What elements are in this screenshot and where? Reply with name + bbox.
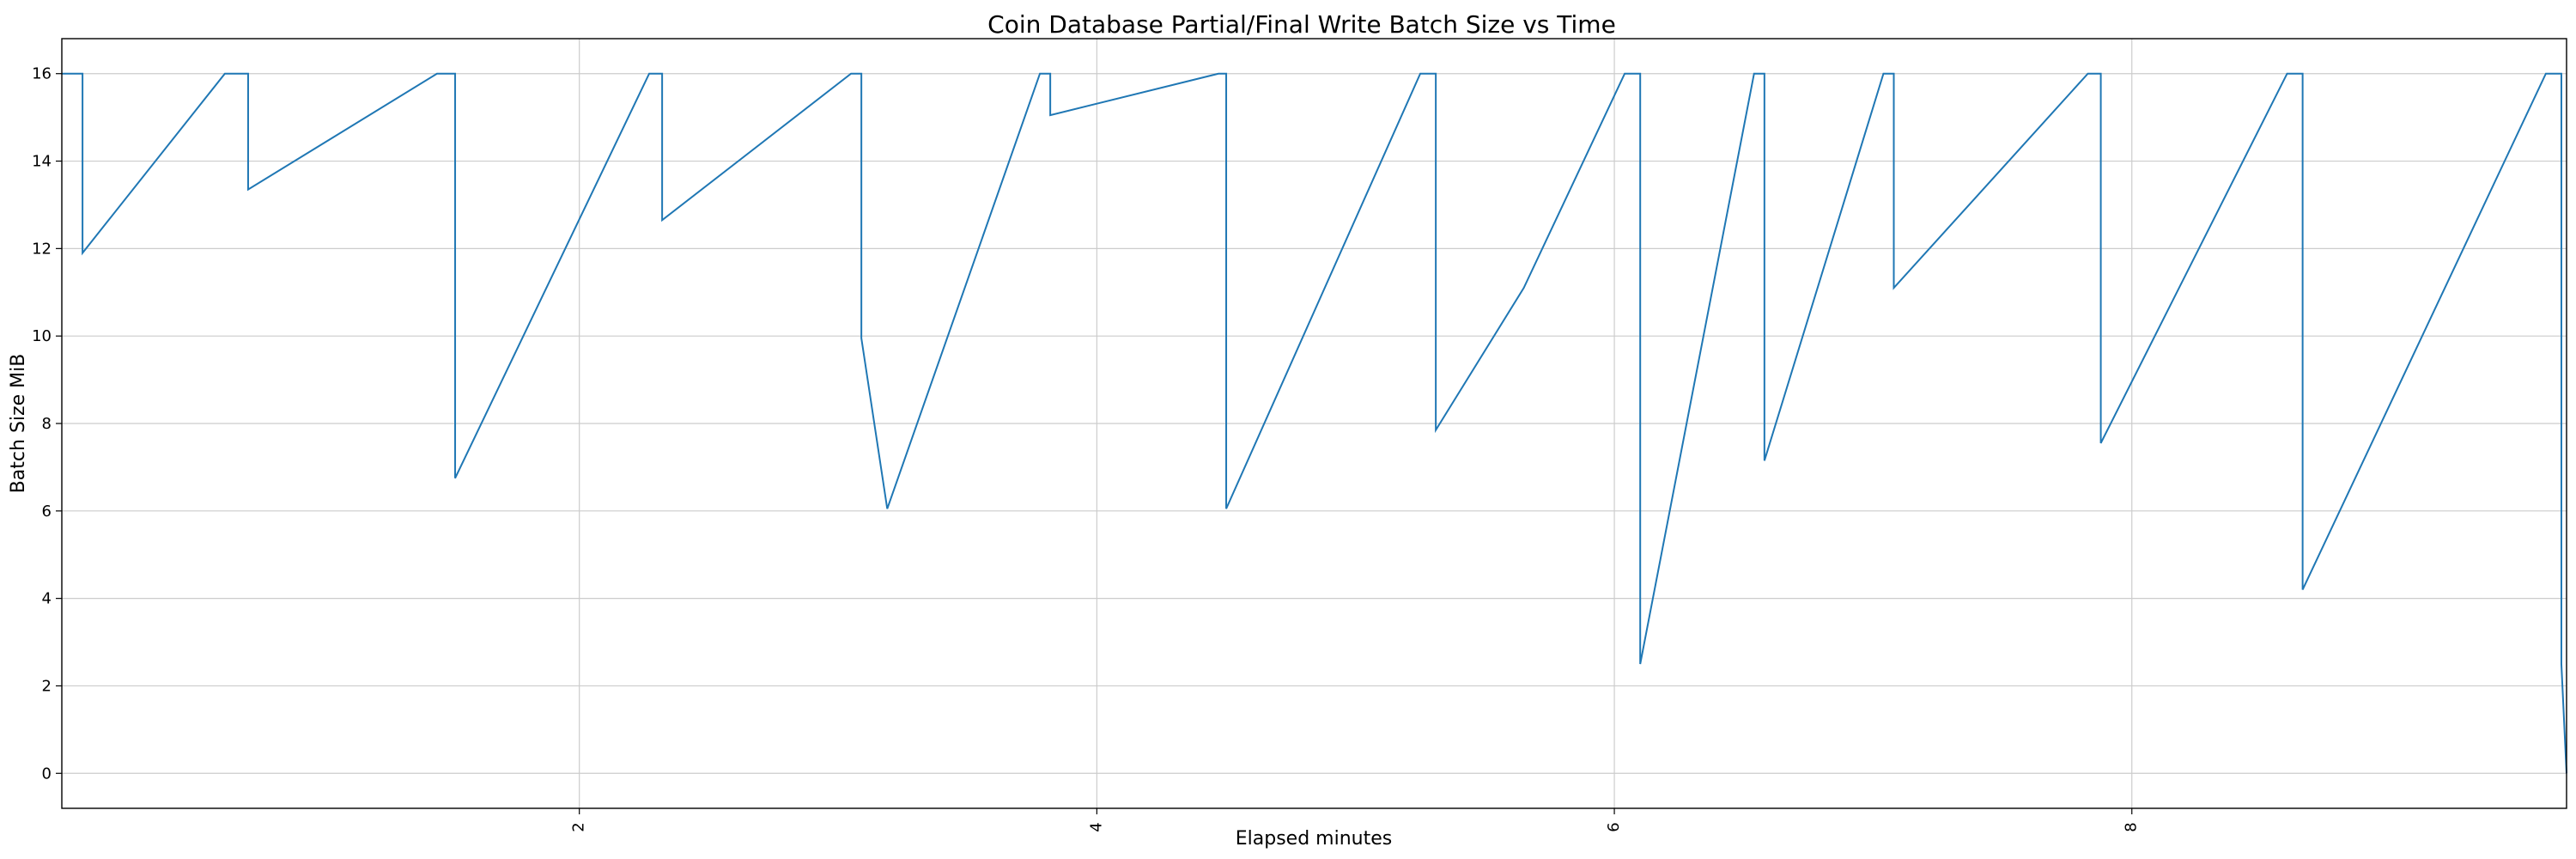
y-tick-label: 16 (32, 65, 52, 83)
y-tick-label: 14 (32, 153, 52, 171)
y-tick-label: 8 (42, 415, 52, 433)
y-tick-label: 4 (42, 590, 52, 608)
series-layer (62, 72, 2567, 774)
x-axis-label: Elapsed minutes (1236, 828, 1392, 850)
y-tick-label: 10 (32, 327, 52, 345)
axis-layer: 2 4 6 8 0 2 4 6 8 10 12 14 16 (32, 38, 2567, 832)
x-tick-label: 2 (570, 822, 588, 832)
grid-layer (62, 39, 2567, 808)
chart-title: Coin Database Partial/Final Write Batch … (987, 10, 1616, 39)
x-tick-label: 6 (1605, 822, 1623, 832)
y-axis-label: Batch Size MiB (8, 354, 29, 494)
y-tick-label: 0 (42, 765, 52, 783)
y-tick-label: 2 (42, 677, 52, 695)
y-tick-label: 6 (42, 503, 52, 521)
x-tick-label: 4 (1087, 822, 1105, 832)
x-tick-label: 8 (2123, 822, 2141, 832)
series-line (62, 72, 2567, 774)
y-tick-label: 12 (32, 240, 52, 258)
